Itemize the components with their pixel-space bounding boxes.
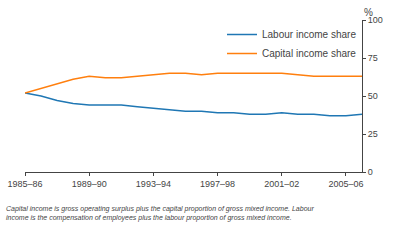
svg-text:0: 0 (368, 167, 373, 177)
svg-text:Capital income share: Capital income share (262, 48, 356, 59)
svg-text:1985–86: 1985–86 (7, 179, 42, 189)
svg-text:1989–90: 1989–90 (72, 179, 107, 189)
svg-text:Capital income is gross operat: Capital income is gross operating surplu… (6, 205, 314, 222)
svg-text:%: % (364, 7, 373, 18)
svg-text:100: 100 (368, 15, 383, 25)
svg-text:1993–94: 1993–94 (136, 179, 171, 189)
svg-text:2005–06: 2005–06 (328, 179, 363, 189)
svg-text:75: 75 (368, 53, 378, 63)
svg-text:50: 50 (368, 91, 378, 101)
svg-text:2001–02: 2001–02 (264, 179, 299, 189)
svg-text:Labour income share: Labour income share (262, 29, 356, 40)
svg-text:1997–98: 1997–98 (200, 179, 235, 189)
svg-text:25: 25 (368, 129, 378, 139)
